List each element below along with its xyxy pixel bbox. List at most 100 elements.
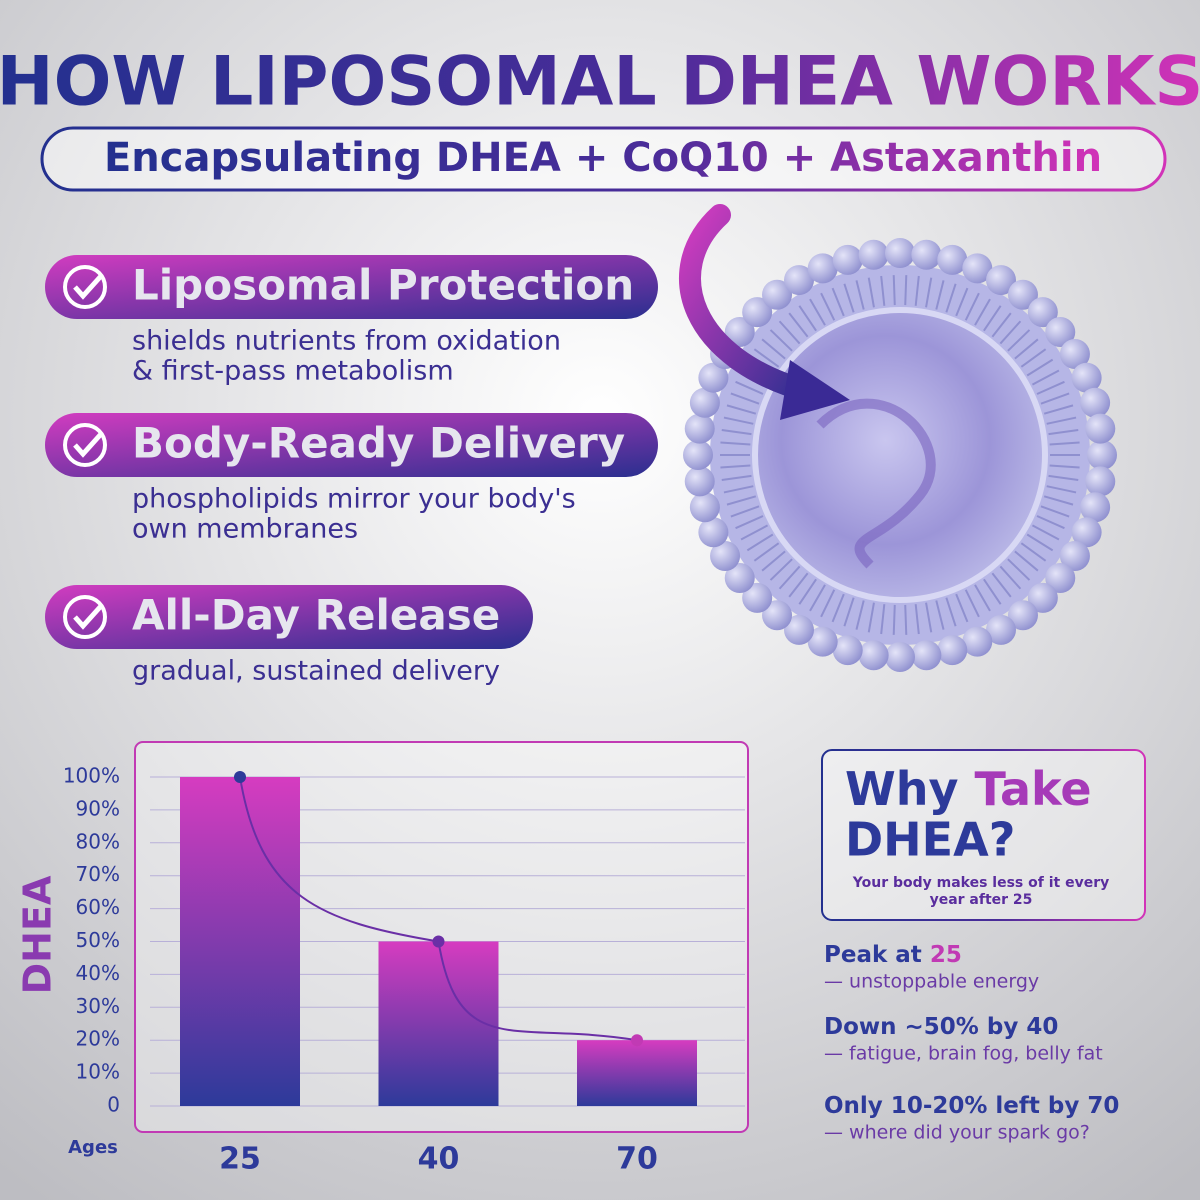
y-tick-label: 70% <box>76 862 120 886</box>
check-mark <box>73 432 103 458</box>
bead <box>724 562 755 593</box>
bead <box>885 642 915 672</box>
ridge <box>991 312 1012 338</box>
ridge <box>788 572 809 598</box>
ridge <box>798 578 817 605</box>
liposome-illustration <box>683 238 1117 672</box>
trend-dot <box>631 1034 643 1047</box>
bead <box>1007 279 1038 310</box>
ridge <box>880 604 886 635</box>
bead <box>710 541 741 571</box>
ridge <box>880 275 886 306</box>
bead <box>762 600 793 631</box>
ridge <box>964 589 980 618</box>
bead <box>986 265 1016 296</box>
ridge <box>867 277 875 308</box>
ridge <box>735 380 764 395</box>
check-mark <box>73 604 103 630</box>
y-tick-label: 20% <box>76 1027 120 1051</box>
stat-detail: — where did your spark go? <box>824 1122 1090 1144</box>
ridge <box>1031 524 1060 541</box>
bead <box>885 238 915 268</box>
ridge <box>1049 441 1080 446</box>
bead <box>689 387 720 418</box>
bead <box>962 626 993 657</box>
feature-pill <box>45 255 658 319</box>
ridge <box>1014 338 1039 360</box>
ridge <box>809 298 826 326</box>
sidebar-subtitle: Your body makes less of it every <box>852 875 1109 891</box>
x-tick-label: 70 <box>616 1142 658 1177</box>
feature-desc: phospholipids mirror your body's <box>132 484 576 515</box>
ridge <box>1036 515 1065 530</box>
ridge <box>1026 358 1054 377</box>
ridge <box>720 464 751 469</box>
bead <box>742 582 773 613</box>
bead <box>724 317 755 348</box>
feature-title: Liposomal Protection <box>132 261 634 310</box>
stat-heading-text: Peak at <box>824 942 922 968</box>
ridge <box>955 287 969 317</box>
ridge <box>974 298 991 326</box>
ridge <box>925 602 933 633</box>
ridge <box>730 505 760 518</box>
ridge <box>726 495 757 506</box>
ridge <box>1031 369 1060 386</box>
y-tick-label: 90% <box>76 796 120 820</box>
ridge <box>820 292 836 321</box>
ridge <box>945 597 957 627</box>
ridge <box>1049 464 1080 469</box>
ridge <box>723 485 754 494</box>
ridge <box>831 593 845 623</box>
feature-desc: gradual, sustained delivery <box>132 656 500 687</box>
bead <box>911 640 942 671</box>
swirl <box>816 398 936 569</box>
ridge <box>1020 542 1047 562</box>
feature-title: All-Day Release <box>132 591 500 640</box>
subtitle-pill <box>40 126 1167 192</box>
feature-title: Body-Ready Delivery <box>132 419 625 468</box>
bead <box>689 492 720 523</box>
stat-heading: Peak at 25 <box>824 942 962 968</box>
bead <box>858 239 889 270</box>
bead <box>684 466 715 497</box>
core <box>752 307 1048 603</box>
bead <box>1071 517 1102 548</box>
bead <box>1027 297 1058 328</box>
ridge <box>1007 329 1031 352</box>
bead <box>784 614 814 645</box>
ridge <box>798 305 817 332</box>
ridge <box>820 589 836 618</box>
ridge <box>753 542 780 562</box>
bar <box>180 777 300 1106</box>
ridge <box>1046 416 1077 425</box>
ridge <box>761 550 786 572</box>
ridge <box>778 565 801 590</box>
ridge <box>753 348 780 368</box>
ridge <box>974 584 991 612</box>
bead <box>937 244 968 275</box>
ridge <box>1026 533 1054 552</box>
x-axis-label: Ages <box>68 1137 118 1158</box>
bead <box>684 413 715 444</box>
y-tick-label: 50% <box>76 928 120 952</box>
bead <box>784 265 814 296</box>
ridge <box>730 392 760 405</box>
ridge <box>855 600 865 630</box>
sidebar-subtitle: year after 25 <box>930 892 1033 908</box>
ridge <box>1046 485 1077 494</box>
ridge <box>746 533 774 552</box>
subtitle: Encapsulating DHEA + CoQ10 + Astaxanthin <box>104 135 1102 181</box>
bar <box>577 1040 697 1106</box>
bead <box>1080 387 1111 418</box>
feature-desc: & first-pass metabolism <box>132 356 454 387</box>
bead <box>986 614 1016 645</box>
bead <box>832 244 863 275</box>
bar <box>378 941 499 1106</box>
ridge <box>735 515 764 530</box>
ridge <box>892 604 896 635</box>
ridge <box>1036 380 1065 395</box>
ridge <box>843 597 855 627</box>
ridge <box>1040 505 1070 518</box>
